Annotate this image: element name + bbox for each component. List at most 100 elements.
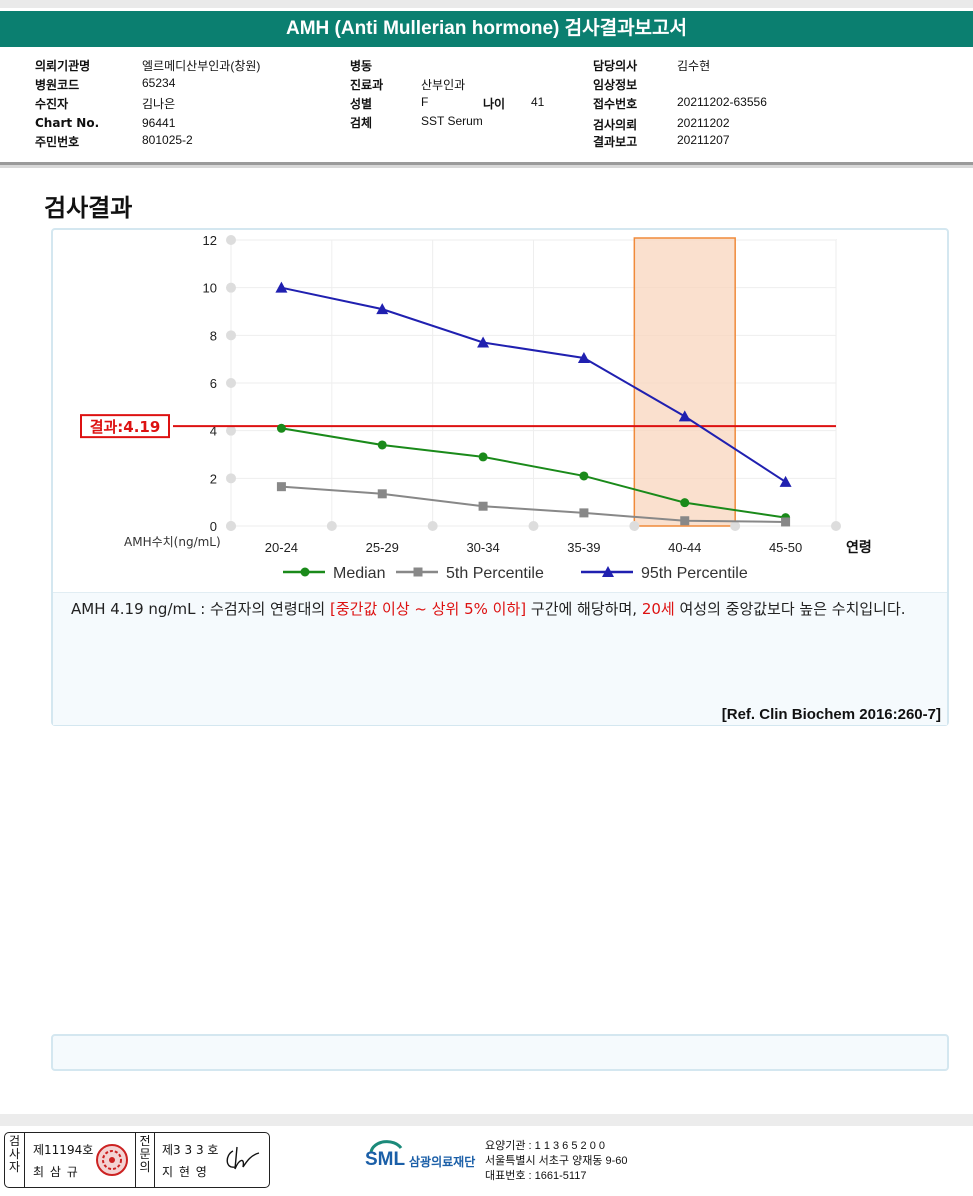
info-label: 결과보고: [593, 135, 638, 149]
p5-point: [781, 517, 791, 527]
info-label-cell: 진료과: [350, 76, 383, 93]
legend-label: Median: [333, 565, 385, 582]
info-label-cell: 수진자: [35, 95, 68, 112]
y-tick-label: 6: [210, 376, 217, 391]
addr-line: 요양기관 : 1 1 3 6 5 2 0 0: [485, 1140, 605, 1152]
y-axis-dot: [226, 378, 236, 388]
info-value: 김나은: [142, 97, 176, 111]
sml-org-name: 삼광의료재단: [409, 1155, 476, 1169]
info-label: 검체: [350, 116, 373, 130]
y-axis-dot: [226, 473, 236, 484]
info-value-cell: 20211202-63556: [677, 95, 767, 109]
info-value: 산부인과: [421, 78, 466, 92]
info-label-cell: 검사의뢰: [593, 116, 637, 133]
y-tick-label: 12: [203, 233, 217, 248]
info-value: SST Serum: [421, 114, 483, 128]
comment-box: [51, 1034, 949, 1071]
median-point: [478, 452, 488, 462]
y-tick-label: 2: [210, 471, 217, 486]
series-line-circle: [281, 427, 786, 519]
addr-line: 서울특별시 서초구 양재동 9-60: [485, 1155, 628, 1167]
sig2-vertical-label: 전문의: [135, 1133, 155, 1187]
x-axis-dot: [831, 521, 841, 531]
interpretation-text: AMH 4.19 ng/mL : 수검자의 연령대의 [중간값 이상 ~ 상위 …: [71, 597, 943, 622]
x-tick-label: 45-50: [769, 540, 802, 555]
info-label: 병원코드: [35, 78, 80, 92]
interpretation-area: AMH 4.19 ng/mL : 수검자의 연령대의 [중간값 이상 ~ 상위 …: [53, 592, 947, 725]
info-value-cell: 96441: [142, 116, 175, 130]
info-value: F: [421, 95, 429, 109]
p95-point: [678, 410, 691, 422]
x-tick-label: 40-44: [668, 540, 701, 555]
legend-label: 95th Percentile: [641, 565, 748, 582]
header-divider: [0, 162, 973, 165]
info-value: 65234: [142, 76, 176, 90]
info-value: 김수현: [677, 59, 711, 73]
info-value-cell: 65234: [142, 76, 175, 90]
y-axis-title: AMH수치(ng/mL): [124, 535, 221, 549]
sig1-vertical-label: 검사자: [5, 1133, 25, 1187]
p95-point: [477, 336, 490, 348]
p5-point: [413, 567, 423, 577]
info-value-cell: 김나은: [142, 95, 175, 112]
info-value-cell: 20211207: [677, 133, 730, 147]
info-value: 20211207: [677, 133, 730, 147]
footer-divider: [0, 1114, 973, 1126]
p5-point: [478, 501, 488, 511]
report-title: AMH (Anti Mullerian hormone) 검사결과보고서: [0, 11, 973, 47]
median-point: [377, 440, 387, 450]
info-label-cell: 의뢰기관명: [35, 57, 90, 74]
y-tick-label: 8: [210, 328, 217, 343]
y-axis-dot: [226, 235, 236, 245]
info-label: 진료과: [350, 78, 384, 92]
info-value-cell: SST Serum: [421, 114, 483, 128]
top-border: [0, 0, 973, 8]
info-label-cell: 검체: [350, 114, 372, 131]
info-value-cell: 20211202: [677, 116, 730, 130]
y-axis-dot: [226, 425, 236, 436]
median-point: [276, 423, 286, 433]
info-label: 담당의사: [593, 59, 638, 73]
interp-part-2: 구간에 해당하며,: [526, 600, 642, 618]
info-label-cell: 접수번호: [593, 95, 637, 112]
info-label-cell: 임상정보: [593, 76, 637, 93]
y-axis-dot: [226, 330, 236, 341]
p5-point: [276, 482, 286, 492]
result-label-box: [80, 414, 170, 439]
addr-line: 대표번호 : 1661-5117: [485, 1170, 587, 1182]
info-label: 임상정보: [593, 78, 638, 92]
median-point: [300, 567, 310, 577]
info-label: Chart No.: [35, 116, 100, 130]
x-axis-dot: [427, 521, 438, 531]
legend-label: 5th Percentile: [446, 565, 544, 582]
info-label: 검사의뢰: [593, 118, 638, 132]
institution-address: 요양기관 : 1 1 3 6 5 2 0 0 서울특별시 서초구 양재동 9-6…: [485, 1139, 628, 1184]
reference-citation: [Ref. Clin Biochem 2016:260-7]: [721, 706, 941, 723]
highlight-band: [633, 237, 736, 527]
info-value: 20211202-63556: [677, 95, 767, 109]
info-label-cell: 병원코드: [35, 76, 79, 93]
y-axis-dot: [226, 282, 236, 293]
series-line-triangle: [281, 286, 787, 483]
y-tick-label: 4: [210, 424, 217, 439]
info-value: 20211202: [677, 116, 730, 130]
info-label-cell: 병동: [350, 57, 372, 74]
x-axis-dot: [326, 521, 337, 531]
info-label: 접수번호: [593, 97, 638, 111]
info-label-cell: 담당의사: [593, 57, 637, 74]
info-value-cell: 산부인과: [421, 76, 465, 93]
age-value-wrap: 41: [531, 95, 544, 109]
x-axis-dot: [528, 521, 539, 531]
section-title: 검사결과: [44, 194, 133, 222]
amh-chart: 0 2 4 6 8 10 12 20-24 25-29 30-34 35-39 40-44 45-50 연…: [80, 233, 872, 582]
signature-box: 검사자 제11194호 최 삼 규 전문의 제3 3 3 호 지 현 영: [4, 1132, 270, 1188]
p5-point: [680, 516, 690, 526]
handwritten-signature-icon: [226, 1146, 260, 1170]
header-divider-light: [0, 165, 973, 168]
sig1-seal-icon: [96, 1144, 128, 1176]
series-line-square: [281, 485, 786, 523]
info-label: 주민번호: [35, 135, 80, 149]
info-value: 801025-2: [142, 133, 193, 147]
p95-point: [275, 281, 288, 293]
age-field: 나이: [483, 95, 505, 112]
